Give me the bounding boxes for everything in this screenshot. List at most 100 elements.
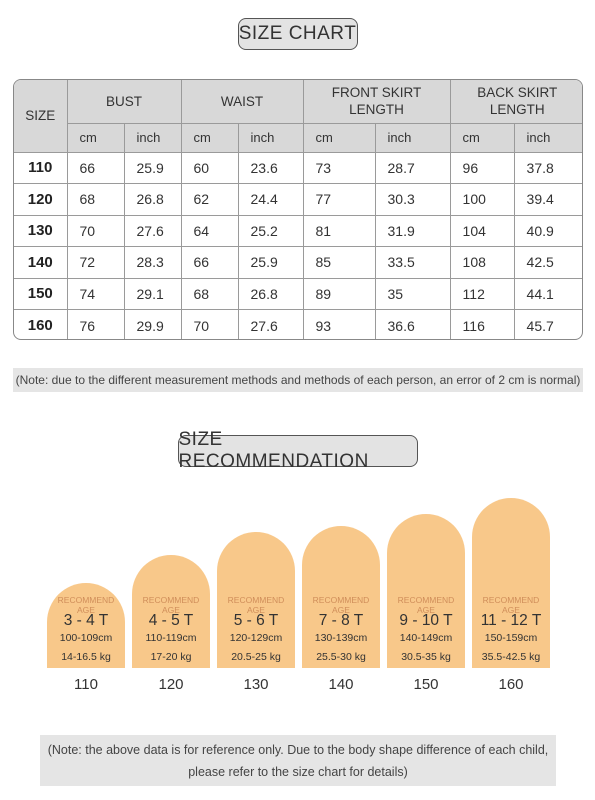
- table-cell: 45.7: [513, 309, 582, 339]
- table-cell: 81: [302, 214, 376, 247]
- table-cell: 96: [449, 151, 515, 184]
- unit-header: inch: [237, 122, 304, 153]
- table-cell: 26.8: [237, 277, 304, 310]
- table-cell: 29.9: [123, 309, 182, 339]
- table-cell: 24.4: [237, 183, 304, 216]
- recommend-age-label: RECOMMEND AGE: [132, 595, 210, 615]
- recommend-word: RECOMMEND: [142, 595, 200, 605]
- age-range: 5 - 6 T: [233, 612, 279, 629]
- age-range: 3 - 4 T: [63, 612, 109, 629]
- recommend-word: RECOMMEND: [227, 595, 285, 605]
- size-cell: 110: [14, 151, 68, 184]
- table-cell: 66: [180, 246, 239, 279]
- table-row: 110 66 25.9 60 23.6 73 28.7 96 37.8: [14, 151, 582, 184]
- table-cell: 66: [66, 151, 125, 184]
- table-cell: 104: [449, 214, 515, 247]
- back-skirt-length-header: BACK SKIRT LENGTH: [449, 80, 582, 124]
- table-cell: 40.9: [513, 214, 582, 247]
- size-label: 150: [413, 676, 439, 693]
- recommendation-bar: RECOMMEND AGE 9 - 10 T 140-149cm 30.5-35 kg: [387, 514, 465, 668]
- table-cell: 70: [180, 309, 239, 339]
- table-cell: 70: [66, 214, 125, 247]
- front-skirt-line-2: LENGTH: [349, 102, 404, 118]
- waist-header-label: WAIST: [220, 93, 264, 109]
- table-cell: 85: [302, 246, 376, 279]
- weight-range: 25.5-30 kg: [316, 651, 366, 663]
- size-label: 160: [498, 676, 524, 693]
- table-cell: 25.9: [237, 246, 304, 279]
- size-chart-table: SIZE BUST WAIST FRONT SKIRT LENGTH BACK S…: [13, 79, 583, 340]
- back-skirt-line-2: LENGTH: [489, 102, 545, 118]
- table-cell: 73: [302, 151, 376, 184]
- table-cell: 72: [66, 246, 125, 279]
- measurement-note: (Note: due to the different measurement …: [13, 368, 583, 392]
- table-cell: 25.2: [237, 214, 304, 247]
- recommend-word: RECOMMEND: [397, 595, 455, 605]
- age-word: AGE: [247, 605, 265, 615]
- size-cell: 120: [14, 183, 68, 216]
- table-row: 120 68 26.8 62 24.4 77 30.3 100 39.4: [14, 183, 582, 216]
- size-cell: 150: [14, 277, 68, 310]
- size-header: SIZE: [14, 80, 68, 153]
- recommend-word: RECOMMEND: [312, 595, 370, 605]
- front-skirt-line-1: FRONT SKIRT: [331, 85, 422, 101]
- height-range: 120-129cm: [229, 632, 283, 644]
- table-cell: 100: [449, 183, 515, 216]
- size-recommendation-title: SIZE RECOMMENDATION: [177, 429, 418, 472]
- table-cell: 76: [66, 309, 125, 339]
- bust-header-label: BUST: [106, 93, 143, 109]
- unit-header: cm: [302, 122, 376, 153]
- recommend-age-label: RECOMMEND AGE: [387, 595, 465, 615]
- recommendation-bar: RECOMMEND AGE 4 - 5 T 110-119cm 17-20 kg: [132, 555, 210, 668]
- size-cell: 130: [14, 214, 68, 247]
- recommend-word: RECOMMEND: [57, 595, 115, 605]
- table-cell: 68: [66, 183, 125, 216]
- age-word: AGE: [77, 605, 95, 615]
- age-word: AGE: [502, 605, 520, 615]
- recommendation-bar: RECOMMEND AGE 5 - 6 T 120-129cm 20.5-25 kg: [217, 532, 295, 668]
- age-word: AGE: [417, 605, 435, 615]
- table-cell: 68: [180, 277, 239, 310]
- reference-note-line-2: please refer to the size chart for detai…: [188, 764, 408, 779]
- table-cell: 44.1: [513, 277, 582, 310]
- age-range: 11 - 12 T: [480, 612, 542, 629]
- recommend-age-label: RECOMMEND AGE: [302, 595, 380, 615]
- size-label: 140: [328, 676, 354, 693]
- table-cell: 42.5: [513, 246, 582, 279]
- age-range: 4 - 5 T: [148, 612, 194, 629]
- height-range: 110-119cm: [145, 632, 197, 644]
- age-range: 7 - 8 T: [318, 612, 364, 629]
- table-cell: 23.6: [237, 151, 304, 184]
- weight-range: 20.5-25 kg: [231, 651, 281, 663]
- height-range: 100-109cm: [59, 632, 113, 644]
- table-cell: 25.9: [123, 151, 182, 184]
- size-cell: 140: [14, 246, 68, 279]
- table-row: 130 70 27.6 64 25.2 81 31.9 104 40.9: [14, 214, 582, 247]
- height-range: 130-139cm: [314, 632, 368, 644]
- recommend-word: RECOMMEND: [482, 595, 540, 605]
- table-cell: 89: [302, 277, 376, 310]
- front-skirt-length-header: FRONT SKIRT LENGTH: [302, 80, 451, 124]
- size-label: 130: [243, 676, 269, 693]
- table-cell: 26.8: [123, 183, 182, 216]
- weight-range: 35.5-42.5 kg: [481, 651, 541, 663]
- weight-range: 30.5-35 kg: [401, 651, 451, 663]
- unit-header: cm: [449, 122, 515, 153]
- table-cell: 62: [180, 183, 239, 216]
- waist-header: WAIST: [180, 80, 304, 124]
- bust-header: BUST: [66, 80, 182, 124]
- back-skirt-line-1: BACK SKIRT: [477, 85, 558, 101]
- recommendation-bar: RECOMMEND AGE 3 - 4 T 100-109cm 14-16.5 kg: [47, 583, 125, 668]
- recommend-age-label: RECOMMEND AGE: [472, 595, 550, 615]
- size-label: 120: [158, 676, 184, 693]
- table-cell: 31.9: [374, 214, 451, 247]
- table-cell: 77: [302, 183, 376, 216]
- age-range: 9 - 10 T: [399, 612, 453, 629]
- recommendation-bar: RECOMMEND AGE 11 - 12 T 150-159cm 35.5-42.5 …: [472, 498, 550, 668]
- table-cell: 36.6: [374, 309, 451, 339]
- table-cell: 108: [449, 246, 515, 279]
- table-cell: 27.6: [237, 309, 304, 339]
- table-cell: 39.4: [513, 183, 582, 216]
- table-cell: 35: [374, 277, 451, 310]
- table-cell: 37.8: [513, 151, 582, 184]
